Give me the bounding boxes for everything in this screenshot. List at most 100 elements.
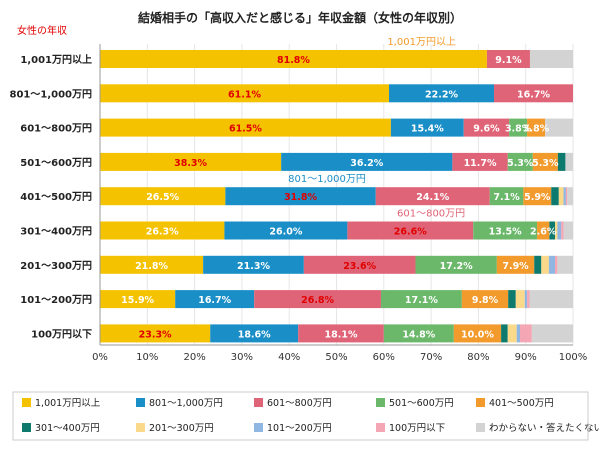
bar-segment <box>486 50 530 68</box>
bar-segment <box>100 324 211 343</box>
labels-layer: 81.8% 9.1% 61.1% 22.2% 16.7% 61.5% 15.4% 9.6% 3.… <box>121 55 559 340</box>
bar-segment <box>100 221 225 240</box>
category-label: 201〜300万円 <box>20 260 92 272</box>
bar-segment <box>100 118 391 137</box>
data-label: 5.3% <box>507 158 534 169</box>
bar-segment <box>100 187 226 206</box>
legend-swatch <box>136 423 145 432</box>
legend-label: わからない・答えたくない <box>489 422 600 434</box>
bar-segment <box>551 187 559 206</box>
bar-segment <box>527 290 530 309</box>
bar-segment <box>509 118 528 137</box>
bar-segment <box>558 187 564 206</box>
data-label: 17.2% <box>440 261 473 272</box>
data-label: 14.8% <box>402 329 435 340</box>
bar-segment <box>523 187 552 206</box>
data-label: 5.3% <box>532 158 559 169</box>
legend-label: 801〜1,000万円 <box>149 398 223 409</box>
bar-segment <box>298 324 384 343</box>
data-label: 7.9% <box>502 261 529 272</box>
data-label: 9.1% <box>495 55 522 66</box>
category-label: 301〜400万円 <box>20 226 92 238</box>
bar-segment <box>380 290 462 309</box>
x-tick-label: 40% <box>278 352 300 363</box>
data-label: 21.3% <box>237 261 270 272</box>
category-label: 100万円以下 <box>31 328 92 340</box>
category-label: 1,001万円以上 <box>20 53 92 66</box>
bar-segment <box>557 221 562 240</box>
bar-segment <box>537 221 550 240</box>
data-label: 61.1% <box>228 89 261 100</box>
bar-segment <box>463 118 510 137</box>
x-tick-label: 10% <box>136 352 158 363</box>
data-label: 31.8% <box>284 192 317 203</box>
bar-segment <box>508 290 516 309</box>
callout-annotation: 601〜800万円 <box>397 209 465 220</box>
category-label: 501〜600万円 <box>20 157 92 169</box>
bar-segment <box>461 290 509 309</box>
x-tick-label: 0% <box>92 352 108 363</box>
data-label: 26.5% <box>146 192 179 203</box>
x-tick-label: 60% <box>373 352 395 363</box>
y-axis-label: 女性の年収 <box>17 24 67 37</box>
bar-segment <box>520 324 532 343</box>
bar-segment <box>555 221 558 240</box>
data-label: 18.1% <box>325 329 358 340</box>
legend-swatch <box>254 398 263 407</box>
bar-segment <box>389 84 495 103</box>
x-tick-label: 50% <box>325 352 347 363</box>
legend-swatch <box>22 423 31 432</box>
data-label: 22.2% <box>425 89 458 100</box>
legend-frame <box>12 391 589 441</box>
category-label: 101〜200万円 <box>20 294 92 306</box>
bar-segment <box>532 152 558 171</box>
bar-segment <box>254 290 381 309</box>
bar-segment <box>494 84 573 103</box>
bar-segment <box>545 118 573 137</box>
data-label: 11.7% <box>464 158 497 169</box>
legend-swatch <box>254 423 263 432</box>
bar-segment <box>563 221 573 240</box>
bar-segment <box>567 187 573 206</box>
legend-swatch <box>376 423 385 432</box>
callout-annotation: 801〜1,000万円 <box>288 174 366 185</box>
data-label: 10.0% <box>461 329 494 340</box>
bar-segment <box>415 255 497 274</box>
bar-segment <box>473 221 538 240</box>
bar-segment <box>100 50 487 68</box>
data-label: 26.6% <box>394 227 427 238</box>
bar-segment <box>563 187 566 206</box>
legend-swatch <box>136 398 145 407</box>
axis-layer: 0% 10% 20% 30% 40% 50% 60% 70% 80% 90% 100% 1,001万円… <box>9 44 587 363</box>
legend-layer: 1,001万円以上 801〜1,000万円 601〜800万円 501〜600万円 40… <box>12 391 600 441</box>
x-tick-label: 100% <box>559 352 588 363</box>
bar-segment <box>507 152 533 171</box>
bar-segment <box>224 221 348 240</box>
category-label: 401〜500万円 <box>20 191 92 203</box>
bar-segment <box>100 255 204 274</box>
bar-segment <box>529 290 573 309</box>
bar-segment <box>453 324 502 343</box>
annotation-layer: 1,001万円以上 801〜1,000万円 601〜800万円 <box>288 36 465 220</box>
bar-segment <box>516 324 521 343</box>
bars-layer <box>100 50 573 343</box>
x-tick-label: 80% <box>467 352 489 363</box>
bar-segment <box>529 50 573 68</box>
data-label: 2.6% <box>530 227 557 238</box>
bar-segment <box>303 255 416 274</box>
bar-segment <box>501 324 508 343</box>
data-label: 15.4% <box>411 124 444 135</box>
chart-title: 結婚相手の「高収入だと感じる」年収金額（女性の年収別） <box>138 10 462 25</box>
data-label: 24.1% <box>416 192 449 203</box>
data-label: 17.1% <box>405 295 438 306</box>
bar-segment <box>281 152 453 171</box>
bar-segment <box>565 152 573 171</box>
bar-segment <box>100 290 176 309</box>
bar-segment <box>175 290 255 309</box>
bar-segment <box>527 118 546 137</box>
legend-swatch <box>22 398 31 407</box>
legend-label: 1,001万円以上 <box>35 398 101 409</box>
bar-segment <box>375 187 490 206</box>
data-label: 15.9% <box>121 295 154 306</box>
